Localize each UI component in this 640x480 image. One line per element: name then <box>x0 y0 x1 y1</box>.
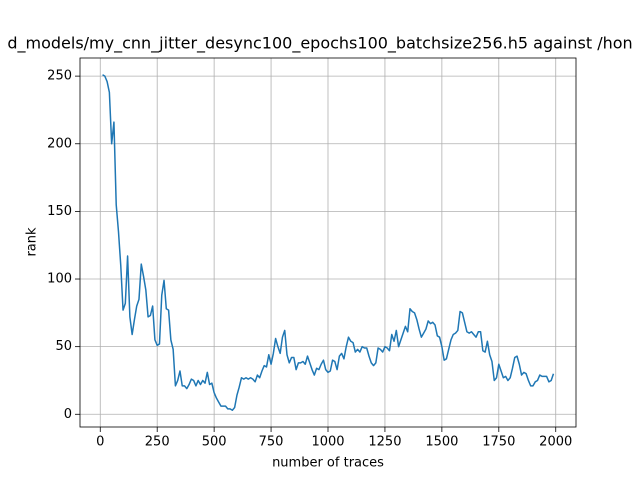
y-tick-label: 150 <box>47 204 72 219</box>
chart-title: d_models/my_cnn_jitter_desync100_epochs1… <box>7 34 632 54</box>
y-tick-label: 250 <box>47 69 72 84</box>
y-tick-label: 50 <box>55 339 72 354</box>
x-axis-label: number of traces <box>272 456 384 471</box>
x-tick-label: 500 <box>202 435 227 450</box>
y-tick-label: 200 <box>47 136 72 151</box>
plot-layer <box>102 74 555 411</box>
x-tick-label: 1500 <box>425 435 458 450</box>
x-tick-label: 750 <box>259 435 284 450</box>
x-tick-label: 1250 <box>368 435 401 450</box>
data-line <box>102 74 555 411</box>
y-tick-label: 0 <box>64 407 72 422</box>
x-tick-label: 250 <box>145 435 170 450</box>
x-tick-label: 1750 <box>482 435 515 450</box>
y-axis-label: rank <box>25 227 40 257</box>
x-tick-label: 2000 <box>539 435 572 450</box>
x-tick-label: 1000 <box>311 435 344 450</box>
grid-layer <box>80 58 576 427</box>
y-tick-label: 100 <box>47 272 72 287</box>
x-tick-label: 0 <box>96 435 104 450</box>
